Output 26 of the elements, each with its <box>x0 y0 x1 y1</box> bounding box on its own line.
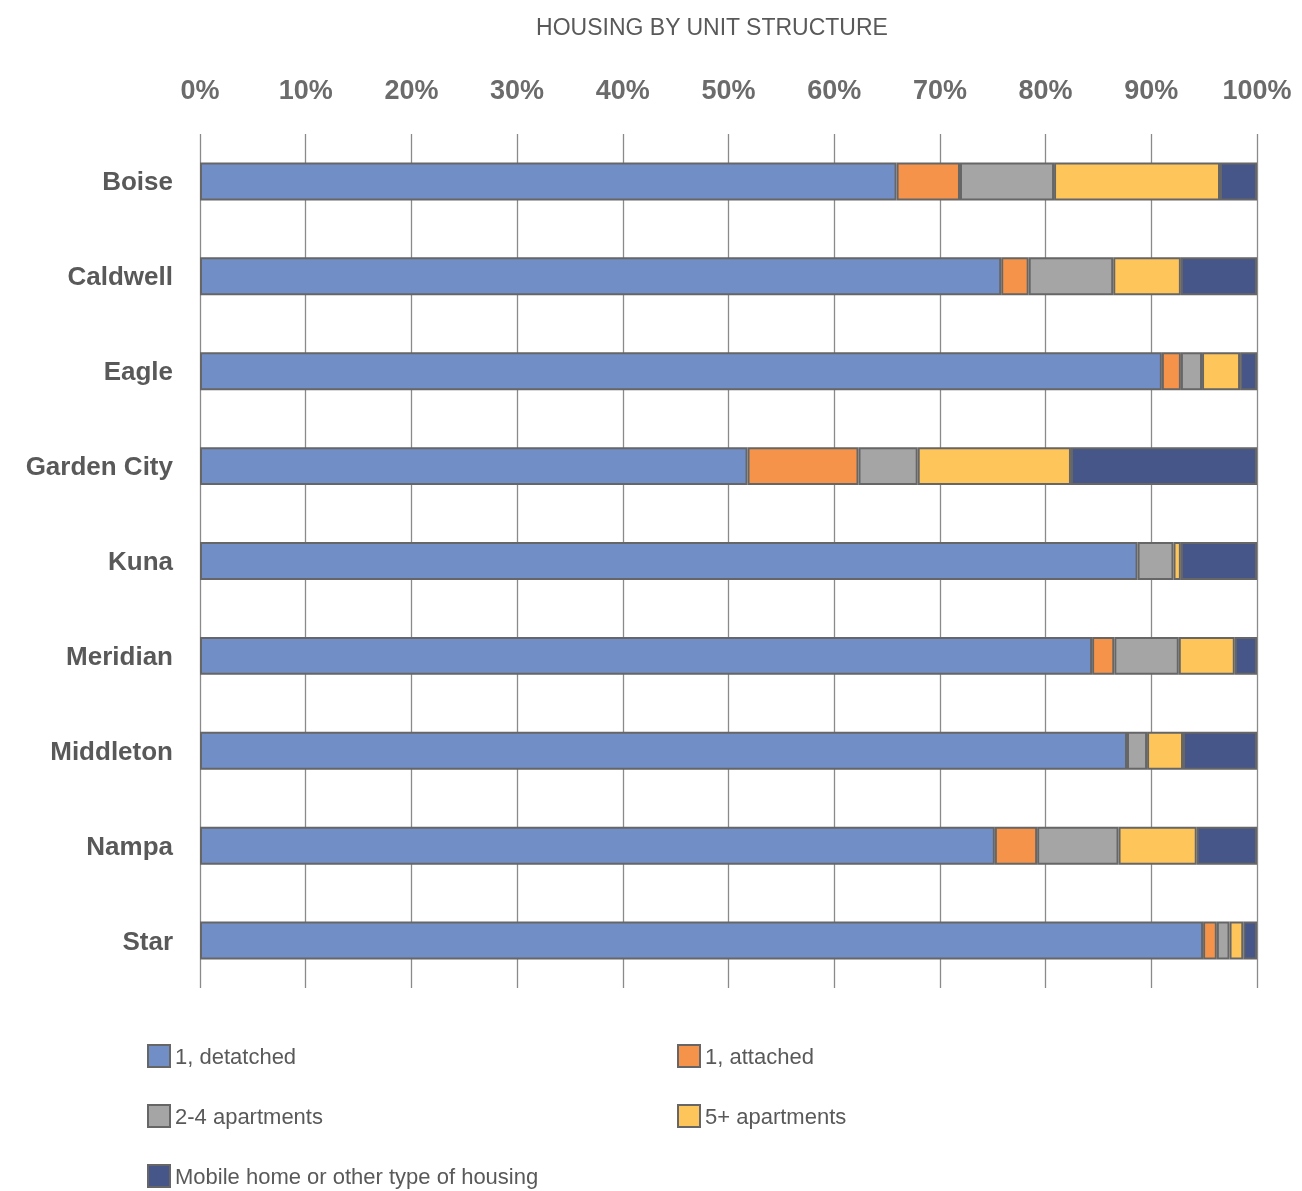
x-tick-label: 10% <box>278 74 333 105</box>
x-tick-label: 90% <box>1124 74 1179 105</box>
y-tick-label: Kuna <box>108 546 174 576</box>
x-tick-label: 60% <box>807 74 862 105</box>
chart-title: HOUSING BY UNIT STRUCTURE <box>536 13 888 40</box>
x-tick-label: 0% <box>180 74 220 105</box>
y-tick-label: Nampa <box>86 830 174 861</box>
y-tick-label: Meridian <box>66 640 173 671</box>
y-tick-label: Middleton <box>50 735 173 766</box>
y-tick-label: Caldwell <box>67 261 173 292</box>
x-tick-label: 20% <box>384 74 439 105</box>
x-tick-label: 30% <box>490 74 545 105</box>
x-tick-label: 50% <box>701 74 756 105</box>
y-tick-label: Eagle <box>103 356 173 387</box>
x-tick-label: 80% <box>1018 74 1073 105</box>
legend-label: 1, detatched <box>175 1043 297 1069</box>
x-tick-label: 40% <box>595 74 650 105</box>
legend-label: 2-4 apartments <box>175 1103 323 1129</box>
legend-label: 1, attached <box>705 1043 814 1069</box>
legend-label: Mobile home or other type of housing <box>175 1163 539 1189</box>
x-tick-label: 100% <box>1222 74 1292 105</box>
y-tick-label: Boise <box>102 166 173 197</box>
legend-label: 5+ apartments <box>705 1103 847 1129</box>
y-tick-label: Garden City <box>25 451 174 482</box>
x-tick-label: 70% <box>912 74 967 105</box>
y-tick-label: Star <box>122 925 173 956</box>
